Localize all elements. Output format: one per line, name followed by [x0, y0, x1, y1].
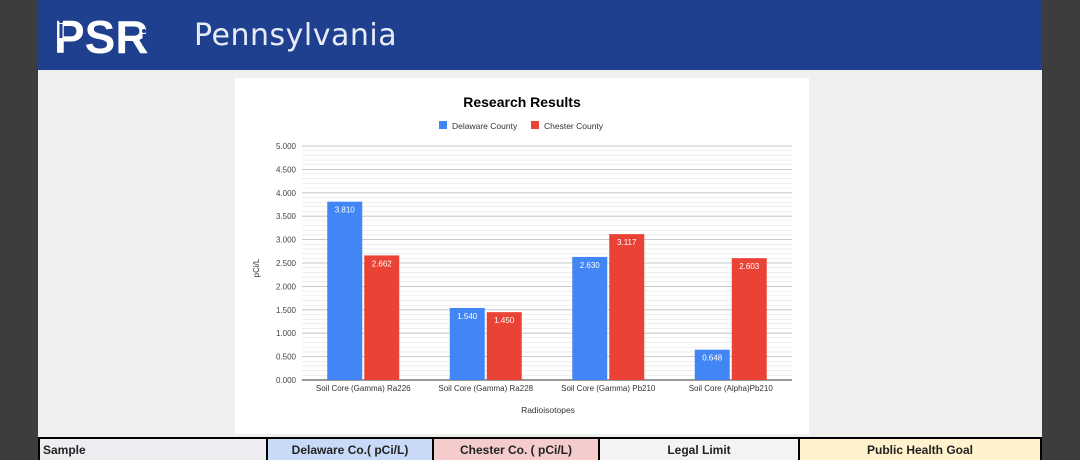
y-tick-label: 4.500 — [276, 165, 297, 174]
legend-swatch-delaware — [439, 121, 447, 129]
org-name: Pennsylvania — [194, 18, 398, 53]
bar-value-label: 3.810 — [335, 206, 356, 215]
x-axis: Soil Core (Gamma) Ra226 Soil Core (Gamma)… — [316, 384, 773, 393]
bar-value-label: 1.540 — [457, 312, 478, 321]
bar-value-label: 2.662 — [372, 259, 393, 268]
y-tick-label: 0.500 — [276, 353, 297, 362]
x-tick-label: Soil Core (Gamma) Ra226 — [316, 384, 411, 393]
bar-value-label: 3.117 — [617, 238, 637, 247]
bar-value-label: 2.603 — [739, 262, 760, 271]
bar-delaware — [572, 256, 608, 380]
legend-label-delaware: Delaware County — [452, 121, 518, 131]
y-tick-label: 2.500 — [276, 259, 297, 268]
bar-value-label: 0.648 — [702, 354, 723, 363]
bar-chart: Research Results Delaware County Chester… — [252, 94, 792, 415]
family-figures-icon — [58, 18, 146, 46]
y-tick-label: 5.000 — [276, 142, 297, 151]
psr-logo-mark: PSR — [54, 13, 149, 59]
x-axis-title: Radioisotopes — [521, 405, 575, 415]
x-tick-label: Soil Core (Gamma) Ra228 — [438, 384, 533, 393]
x-tick-label: Soil Core (Alpha)Pb210 — [689, 384, 774, 393]
table-header-chester: Chester Co. ( pCi/L) — [434, 439, 600, 460]
site-header: PSR Pennsylvania — [38, 0, 1042, 70]
y-axis: 0.000 0.500 1.000 1.500 2.000 2.500 3.000 3.500… — [276, 142, 297, 385]
table-header-legal-limit: Legal Limit — [600, 439, 800, 460]
bar-value-label: 1.450 — [494, 316, 515, 325]
y-tick-label: 0.000 — [276, 376, 297, 385]
legend-label-chester: Chester County — [544, 121, 604, 131]
window-frame-left — [0, 0, 38, 460]
legend: Delaware County Chester County — [439, 121, 604, 131]
bar-delaware — [449, 307, 485, 380]
chart-title: Research Results — [463, 94, 581, 110]
table-header-sample: Sample — [40, 439, 268, 460]
bar-value-label: 2.630 — [580, 261, 601, 270]
y-tick-label: 2.000 — [276, 282, 297, 291]
logo-text: PSR — [54, 13, 149, 59]
bar-chester — [731, 258, 767, 380]
bar-chester — [486, 312, 522, 380]
y-tick-label: 1.000 — [276, 329, 297, 338]
bar-chester — [364, 255, 400, 380]
table-header-delaware: Delaware Co.( pCi/L) — [268, 439, 434, 460]
bar-delaware — [327, 201, 363, 380]
bar-chester — [609, 234, 645, 380]
x-tick-label: Soil Core (Gamma) Pb210 — [561, 384, 656, 393]
chart-card: Research Results Delaware County Chester… — [235, 78, 809, 434]
legend-swatch-chester — [531, 121, 539, 129]
y-tick-label: 4.000 — [276, 189, 297, 198]
y-axis-title: pCi/L — [252, 258, 261, 277]
bars: 3.810 2.662 1.540 1.450 2.630 3.117 0.648 2.603 — [327, 201, 767, 380]
results-table-header: Sample Delaware Co.( pCi/L) Chester Co. … — [38, 437, 1042, 460]
page: PSR Pennsylvania Research Results Delawa… — [38, 0, 1042, 460]
bar-delaware — [694, 349, 730, 380]
psr-logo[interactable]: PSR — [52, 12, 170, 60]
table-header-health-goal: Public Health Goal — [800, 439, 1040, 460]
y-tick-label: 3.000 — [276, 236, 297, 245]
y-tick-label: 3.500 — [276, 212, 297, 221]
y-tick-label: 1.500 — [276, 306, 297, 315]
window-frame-right — [1042, 0, 1080, 460]
